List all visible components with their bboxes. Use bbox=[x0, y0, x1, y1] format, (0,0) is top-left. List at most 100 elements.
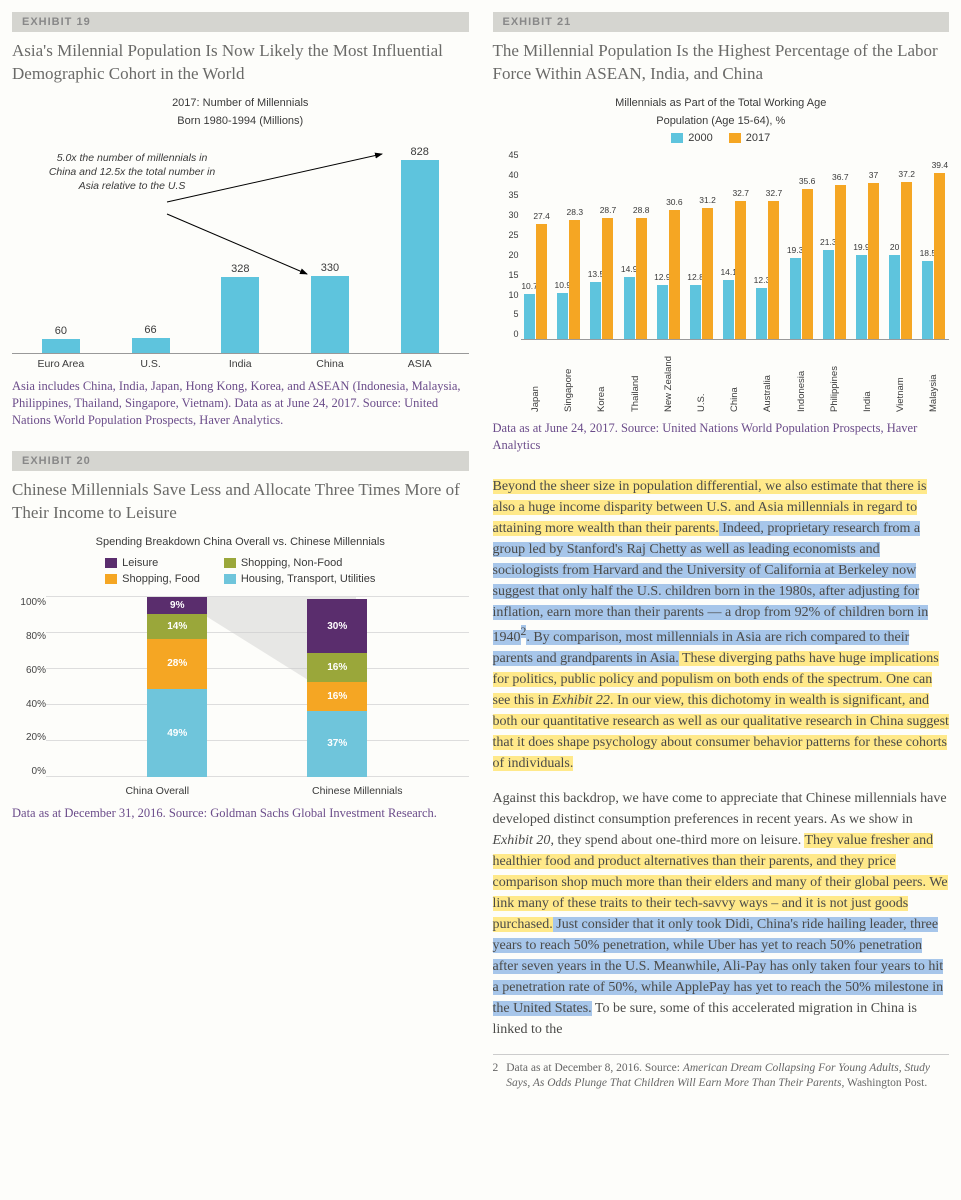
bar-segment: 9% bbox=[147, 597, 207, 613]
bar-category: New Zealand bbox=[663, 344, 674, 412]
exhibit-reference: Exhibit 20 bbox=[493, 833, 551, 848]
body-text-span: Against this backdrop, we have come to a… bbox=[493, 791, 947, 827]
stacked-bar: 49%28%14%9% bbox=[147, 597, 207, 777]
bar-group: 13.528.7 bbox=[587, 149, 617, 339]
exhibit-title: Chinese Millennials Save Less and Alloca… bbox=[12, 479, 469, 525]
bar-value: 828 bbox=[410, 146, 428, 158]
bar-2017: 36.7 bbox=[835, 185, 846, 340]
bar-category: Vietnam bbox=[895, 344, 906, 412]
chart-title-line1: 2017: Number of Millennials bbox=[12, 96, 469, 110]
bar-segment: 49% bbox=[147, 689, 207, 777]
body-text-span: , they spend about one-third more on lei… bbox=[550, 833, 804, 848]
bar-2000: 19.9 bbox=[856, 255, 867, 339]
bar-category: India bbox=[862, 344, 873, 412]
bar-2000: 14.9 bbox=[624, 277, 635, 340]
exhibit-20: EXHIBIT 20 Chinese Millennials Save Less… bbox=[12, 451, 469, 822]
bar-2000: 19.3 bbox=[790, 258, 801, 339]
bar-2000: 20 bbox=[889, 255, 900, 339]
bar: 328 bbox=[195, 263, 285, 354]
highlighted-text: Indeed, proprietary research from a grou… bbox=[493, 521, 929, 645]
bar-group: 19.335.6 bbox=[786, 149, 816, 339]
bar-category: China Overall bbox=[107, 785, 207, 797]
bar-2000: 10.7 bbox=[524, 294, 535, 339]
bar-segment: 30% bbox=[307, 599, 367, 653]
chart-title-line1: Millennials as Part of the Total Working… bbox=[493, 96, 950, 110]
bar-segment: 37% bbox=[307, 711, 367, 778]
bar-group: 18.539.4 bbox=[919, 149, 949, 339]
bar-category: Singapore bbox=[563, 344, 574, 412]
bar-category: U.S. bbox=[696, 344, 707, 412]
exhibit-title: The Millennial Population Is the Highest… bbox=[493, 40, 950, 86]
bar-group: 10.928.3 bbox=[554, 149, 584, 339]
source-note: Asia includes China, India, Japan, Hong … bbox=[12, 378, 469, 429]
legend: 2000 2017 bbox=[493, 132, 950, 144]
bar: 330 bbox=[285, 262, 375, 353]
bar-2000: 10.9 bbox=[557, 293, 568, 339]
bar-category: China bbox=[285, 358, 375, 370]
exhibit-title: Asia's Milennial Population Is Now Likel… bbox=[12, 40, 469, 86]
y-axis: 0%20%40%60%80%100% bbox=[12, 597, 46, 777]
bar-group: 2037.2 bbox=[886, 149, 916, 339]
source-note: Data as at December 31, 2016. Source: Go… bbox=[12, 805, 469, 822]
bar-segment: 16% bbox=[307, 653, 367, 682]
bar-2000: 12.8 bbox=[690, 285, 701, 339]
bar-group: 19.937 bbox=[852, 149, 882, 339]
bar-value: 60 bbox=[55, 325, 67, 337]
bar-2017: 28.7 bbox=[602, 218, 613, 339]
exhibit-19: EXHIBIT 19 Asia's Milennial Population I… bbox=[12, 12, 469, 429]
source-note: Data as at June 24, 2017. Source: United… bbox=[493, 420, 950, 454]
bar-category: India bbox=[195, 358, 285, 370]
bar-category: Philippines bbox=[829, 344, 840, 412]
legend-item: Shopping, Food bbox=[105, 573, 200, 585]
bar-group: 14.132.7 bbox=[720, 149, 750, 339]
bar-2000: 13.5 bbox=[590, 282, 601, 339]
bar-group: 12.930.6 bbox=[653, 149, 683, 339]
legend-item: Housing, Transport, Utilities bbox=[224, 573, 376, 585]
legend-item: Shopping, Non-Food bbox=[224, 557, 376, 569]
exhibit-header: EXHIBIT 19 bbox=[12, 12, 469, 32]
bar-2017: 28.8 bbox=[636, 218, 647, 340]
bar-2017: 37 bbox=[868, 183, 879, 339]
footnote-number: 2 bbox=[493, 1061, 499, 1092]
legend-item: 2000 bbox=[671, 132, 712, 144]
exhibit-reference: Exhibit 22 bbox=[552, 693, 610, 708]
grouped-bar-chart: 051015202530354045 10.727.410.928.313.52… bbox=[521, 150, 950, 340]
bar-category: Malaysia bbox=[928, 344, 939, 412]
footnote: 2 Data as at December 8, 2016. Source: A… bbox=[493, 1054, 950, 1092]
bar-value: 330 bbox=[321, 262, 339, 274]
bar-value: 66 bbox=[144, 324, 156, 336]
bar-category: Korea bbox=[596, 344, 607, 412]
bar-category: Japan bbox=[530, 344, 541, 412]
bar-value: 328 bbox=[231, 263, 249, 275]
body-paragraph-2: Against this backdrop, we have come to a… bbox=[493, 788, 950, 1040]
bar-category: Euro Area bbox=[16, 358, 106, 370]
bar: 66 bbox=[106, 324, 196, 353]
bar-segment: 14% bbox=[147, 614, 207, 639]
bar: 60 bbox=[16, 325, 106, 353]
bar-2000: 12.3 bbox=[756, 288, 767, 340]
bar-2000: 12.9 bbox=[657, 285, 668, 339]
legend-item: 2017 bbox=[729, 132, 770, 144]
bar-group: 21.336.7 bbox=[819, 149, 849, 339]
bar-group: 12.332.7 bbox=[753, 149, 783, 339]
bar-category: ASIA bbox=[375, 358, 465, 370]
exhibit-header: EXHIBIT 20 bbox=[12, 451, 469, 471]
bar-group: 14.928.8 bbox=[620, 149, 650, 339]
bar-category: Indonesia bbox=[796, 344, 807, 412]
bar-category: Australia bbox=[762, 344, 773, 412]
bar-2017: 31.2 bbox=[702, 208, 713, 340]
bar-2017: 32.7 bbox=[768, 201, 779, 339]
bar-group: 12.831.2 bbox=[686, 149, 716, 339]
legend-item: Leisure bbox=[105, 557, 200, 569]
exhibit-header: EXHIBIT 21 bbox=[493, 12, 950, 32]
y-axis: 051015202530354045 bbox=[495, 150, 519, 339]
bar-2000: 18.5 bbox=[922, 261, 933, 339]
bar-2000: 21.3 bbox=[823, 250, 834, 340]
bar-2017: 37.2 bbox=[901, 182, 912, 339]
bar: 828 bbox=[375, 146, 465, 353]
stacked-bar: 37%16%16%30% bbox=[307, 599, 367, 777]
bar-category: Chinese Millennials bbox=[307, 785, 407, 797]
legend: Leisure Shopping, Non-Food Shopping, Food H… bbox=[12, 557, 469, 585]
bar-category: Thailand bbox=[630, 344, 641, 412]
bar-group: 10.727.4 bbox=[521, 149, 551, 339]
